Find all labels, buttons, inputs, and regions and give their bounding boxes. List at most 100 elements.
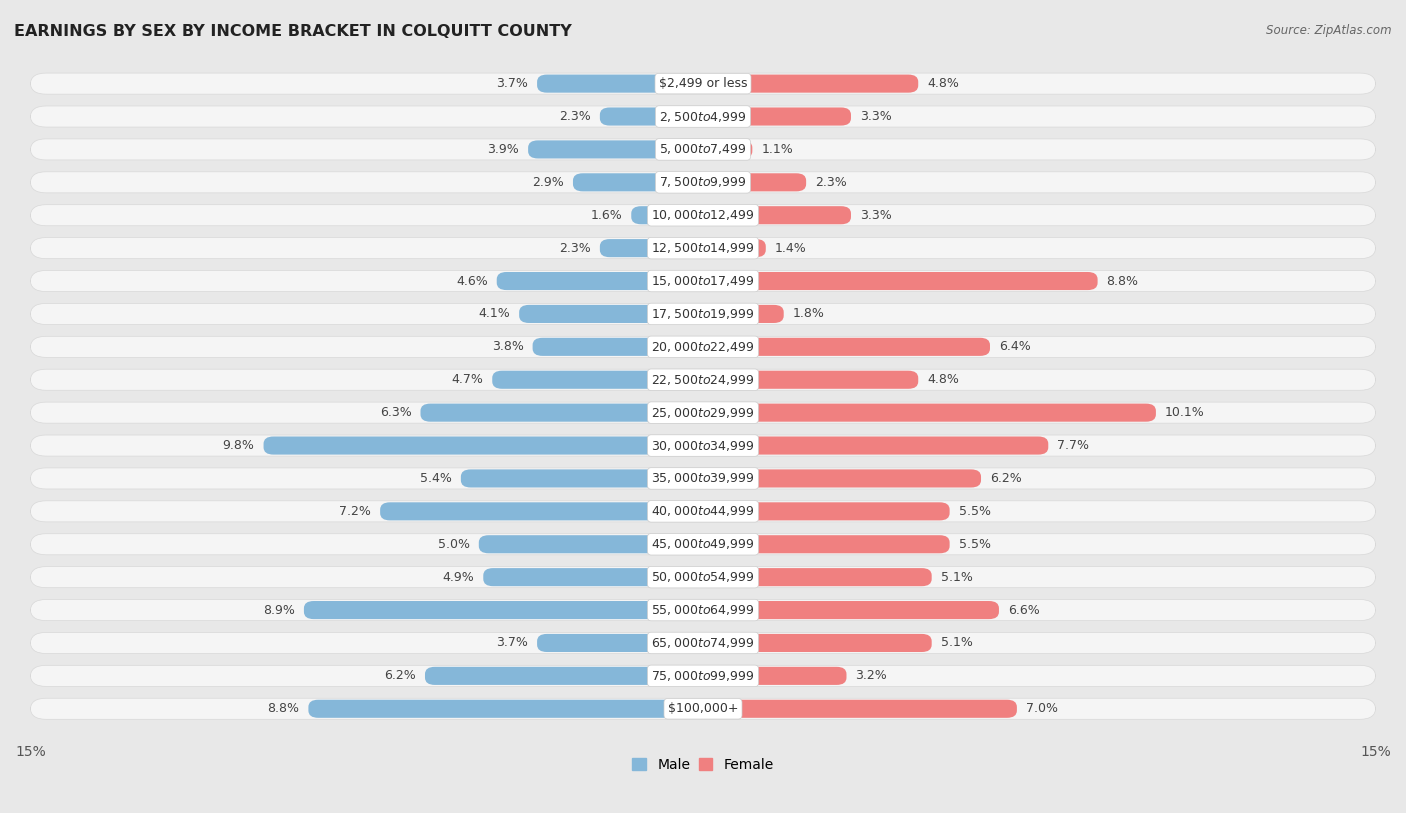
FancyBboxPatch shape [31, 73, 1375, 94]
Text: $25,000 to $29,999: $25,000 to $29,999 [651, 406, 755, 420]
Text: $30,000 to $34,999: $30,000 to $34,999 [651, 438, 755, 453]
FancyBboxPatch shape [703, 371, 918, 389]
FancyBboxPatch shape [703, 502, 949, 520]
Text: 4.6%: 4.6% [456, 275, 488, 288]
Text: 3.7%: 3.7% [496, 77, 529, 90]
FancyBboxPatch shape [519, 305, 703, 323]
Text: 5.5%: 5.5% [959, 505, 991, 518]
FancyBboxPatch shape [703, 667, 846, 685]
FancyBboxPatch shape [574, 173, 703, 191]
Text: 10.1%: 10.1% [1164, 406, 1205, 420]
Text: 1.1%: 1.1% [761, 143, 793, 156]
FancyBboxPatch shape [703, 601, 998, 620]
FancyBboxPatch shape [703, 469, 981, 488]
Text: $10,000 to $12,499: $10,000 to $12,499 [651, 208, 755, 222]
Text: 5.1%: 5.1% [941, 571, 973, 584]
Text: 1.4%: 1.4% [775, 241, 807, 254]
Text: $22,500 to $24,999: $22,500 to $24,999 [651, 372, 755, 387]
Text: 7.7%: 7.7% [1057, 439, 1090, 452]
Text: $2,500 to $4,999: $2,500 to $4,999 [659, 110, 747, 124]
FancyBboxPatch shape [484, 568, 703, 586]
FancyBboxPatch shape [703, 437, 1049, 454]
Text: 3.7%: 3.7% [496, 637, 529, 650]
FancyBboxPatch shape [308, 700, 703, 718]
Text: 2.3%: 2.3% [815, 176, 846, 189]
Text: 5.5%: 5.5% [959, 537, 991, 550]
FancyBboxPatch shape [31, 369, 1375, 390]
Text: 4.7%: 4.7% [451, 373, 484, 386]
FancyBboxPatch shape [703, 634, 932, 652]
Text: 2.3%: 2.3% [560, 241, 591, 254]
FancyBboxPatch shape [31, 205, 1375, 226]
FancyBboxPatch shape [461, 469, 703, 488]
FancyBboxPatch shape [31, 435, 1375, 456]
FancyBboxPatch shape [703, 337, 990, 356]
FancyBboxPatch shape [31, 106, 1375, 127]
FancyBboxPatch shape [537, 634, 703, 652]
Text: $17,500 to $19,999: $17,500 to $19,999 [651, 307, 755, 321]
Text: 6.3%: 6.3% [380, 406, 412, 420]
FancyBboxPatch shape [420, 403, 703, 422]
FancyBboxPatch shape [703, 535, 949, 554]
Text: 3.9%: 3.9% [488, 143, 519, 156]
FancyBboxPatch shape [31, 172, 1375, 193]
FancyBboxPatch shape [31, 665, 1375, 686]
Text: 4.1%: 4.1% [478, 307, 510, 320]
Text: 6.4%: 6.4% [998, 341, 1031, 354]
FancyBboxPatch shape [31, 237, 1375, 259]
Text: 1.6%: 1.6% [591, 209, 623, 222]
FancyBboxPatch shape [31, 533, 1375, 554]
Text: 4.8%: 4.8% [927, 373, 959, 386]
FancyBboxPatch shape [496, 272, 703, 290]
FancyBboxPatch shape [703, 305, 783, 323]
FancyBboxPatch shape [529, 141, 703, 159]
Text: 1.8%: 1.8% [793, 307, 824, 320]
FancyBboxPatch shape [703, 700, 1017, 718]
Text: 6.6%: 6.6% [1008, 603, 1039, 616]
Text: 3.3%: 3.3% [860, 209, 891, 222]
Text: 5.0%: 5.0% [437, 537, 470, 550]
FancyBboxPatch shape [703, 272, 1098, 290]
FancyBboxPatch shape [31, 633, 1375, 654]
Text: $2,499 or less: $2,499 or less [659, 77, 747, 90]
FancyBboxPatch shape [537, 75, 703, 93]
FancyBboxPatch shape [703, 207, 851, 224]
Text: 2.3%: 2.3% [560, 110, 591, 123]
FancyBboxPatch shape [703, 141, 752, 159]
Text: EARNINGS BY SEX BY INCOME BRACKET IN COLQUITT COUNTY: EARNINGS BY SEX BY INCOME BRACKET IN COL… [14, 24, 572, 39]
FancyBboxPatch shape [631, 207, 703, 224]
Text: $5,000 to $7,499: $5,000 to $7,499 [659, 142, 747, 156]
Text: 7.0%: 7.0% [1026, 702, 1057, 715]
Text: 7.2%: 7.2% [339, 505, 371, 518]
FancyBboxPatch shape [380, 502, 703, 520]
Text: $65,000 to $74,999: $65,000 to $74,999 [651, 636, 755, 650]
FancyBboxPatch shape [31, 468, 1375, 489]
Text: 9.8%: 9.8% [222, 439, 254, 452]
FancyBboxPatch shape [31, 698, 1375, 720]
Text: $40,000 to $44,999: $40,000 to $44,999 [651, 504, 755, 519]
FancyBboxPatch shape [304, 601, 703, 620]
FancyBboxPatch shape [31, 303, 1375, 324]
Text: $50,000 to $54,999: $50,000 to $54,999 [651, 570, 755, 585]
Text: 3.3%: 3.3% [860, 110, 891, 123]
FancyBboxPatch shape [31, 599, 1375, 620]
FancyBboxPatch shape [600, 239, 703, 257]
Text: 5.4%: 5.4% [420, 472, 451, 485]
FancyBboxPatch shape [31, 567, 1375, 588]
Text: 8.8%: 8.8% [1107, 275, 1139, 288]
Text: 3.8%: 3.8% [492, 341, 523, 354]
Text: $35,000 to $39,999: $35,000 to $39,999 [651, 472, 755, 485]
Text: $15,000 to $17,499: $15,000 to $17,499 [651, 274, 755, 288]
FancyBboxPatch shape [492, 371, 703, 389]
Text: $20,000 to $22,499: $20,000 to $22,499 [651, 340, 755, 354]
Text: 4.9%: 4.9% [443, 571, 474, 584]
FancyBboxPatch shape [703, 107, 851, 125]
Text: $7,500 to $9,999: $7,500 to $9,999 [659, 176, 747, 189]
Text: 6.2%: 6.2% [384, 669, 416, 682]
FancyBboxPatch shape [703, 173, 806, 191]
Legend: Male, Female: Male, Female [627, 752, 779, 777]
FancyBboxPatch shape [31, 337, 1375, 358]
FancyBboxPatch shape [533, 337, 703, 356]
FancyBboxPatch shape [31, 402, 1375, 424]
Text: 5.1%: 5.1% [941, 637, 973, 650]
